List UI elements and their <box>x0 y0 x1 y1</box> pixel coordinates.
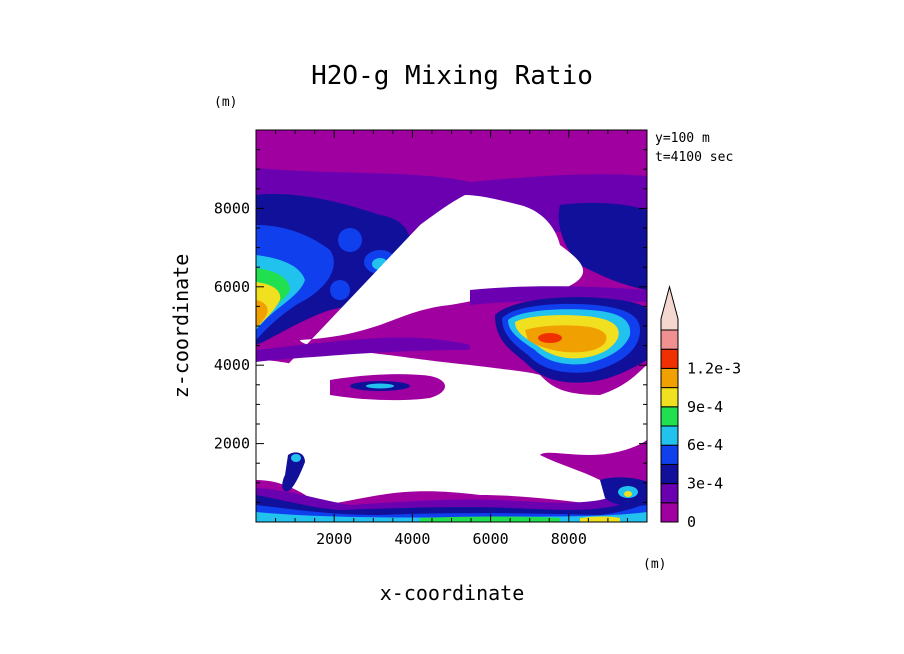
colorbar: 0 3e-4 6e-4 9e-4 1.2e-3 <box>660 284 741 531</box>
contour-streak-cyan <box>366 383 394 389</box>
x-tick-label: 2000 <box>316 530 352 548</box>
x-axis-title: x-coordinate <box>380 581 525 605</box>
y-tick-label: 4000 <box>214 356 250 374</box>
chart-title: H2O-g Mixing Ratio <box>311 61 593 91</box>
colorbar-segment <box>660 367 679 389</box>
contour-left-orange <box>256 300 268 328</box>
annotation-t: t=4100 sec <box>655 150 733 165</box>
x-tick-label: 4000 <box>394 530 430 548</box>
contour-bl-blob-cyan <box>291 454 301 462</box>
contour-br-blob-yellow <box>624 491 632 497</box>
contour-bottom-yellow <box>580 516 620 522</box>
contour-streak-1 <box>256 337 470 362</box>
contour-right-blob-orange <box>525 325 607 353</box>
colorbar-label: 1.2e-3 <box>687 359 741 377</box>
x-tick-label: 8000 <box>551 530 587 548</box>
colorbar-label: 3e-4 <box>687 475 723 493</box>
annotation-y: y=100 m <box>655 131 710 146</box>
contour-bl-blob-navy <box>282 452 305 492</box>
colorbar-segment <box>660 406 679 427</box>
colorbar-segment <box>660 444 679 465</box>
colorbar-label: 6e-4 <box>687 436 723 454</box>
contour-right-cloud <box>558 202 647 290</box>
contour-blob-a <box>338 228 362 252</box>
contour-field <box>256 130 647 522</box>
contour-right-peak <box>538 333 562 343</box>
contour-bottom-green <box>420 516 560 522</box>
y-axis: 2000 4000 6000 8000 <box>214 149 647 503</box>
colorbar-label: 9e-4 <box>687 398 723 416</box>
y-tick-label: 6000 <box>214 278 250 296</box>
y-axis-title: z-coordinate <box>169 254 193 399</box>
colorbar-segment <box>660 502 679 523</box>
x-unit-label: (m) <box>643 557 666 572</box>
contour-blob-e <box>330 280 350 300</box>
colorbar-segment <box>660 348 679 369</box>
x-axis: 2000 4000 6000 8000 <box>275 130 628 548</box>
colorbar-label: 0 <box>687 513 696 531</box>
y-tick-label: 2000 <box>214 435 250 453</box>
colorbar-segment <box>660 387 679 408</box>
colorbar-extend-arrow <box>660 284 679 331</box>
colorbar-segment <box>660 425 679 446</box>
contour-clear-region <box>256 195 647 505</box>
y-unit-label: (m) <box>214 95 237 110</box>
colorbar-segment <box>660 463 679 485</box>
y-tick-label: 8000 <box>214 199 250 217</box>
x-tick-label: 6000 <box>473 530 509 548</box>
colorbar-segment <box>660 329 679 350</box>
colorbar-segment <box>660 483 679 504</box>
